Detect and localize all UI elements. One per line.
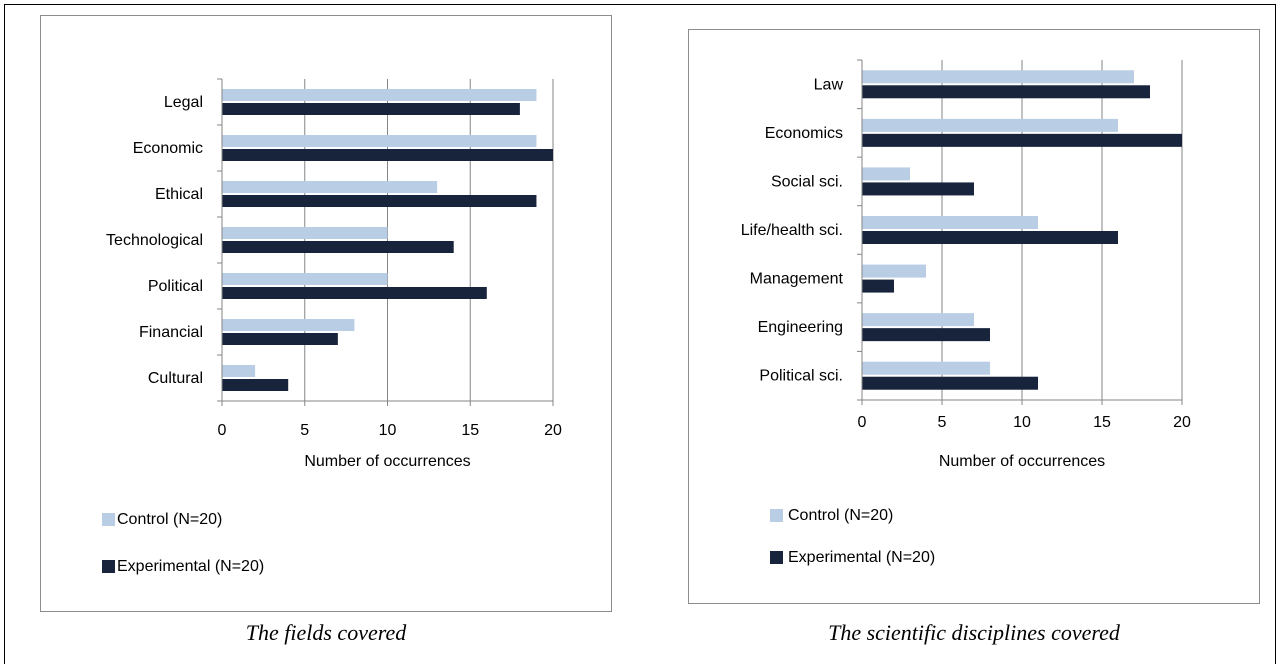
bar-control-2 [222, 181, 438, 193]
caption-left: The fields covered [245, 620, 407, 645]
bar-control-1 [222, 135, 537, 147]
x-tick-label-4: 20 [1173, 414, 1191, 431]
x-tick-label-3: 15 [1093, 414, 1111, 431]
legend-label-experimental: Experimental (N=20) [117, 558, 264, 575]
category-label-3: Life/health sci. [741, 222, 843, 239]
bar-experimental-5 [862, 328, 990, 342]
bar-control-4 [862, 264, 926, 278]
bar-control-4 [222, 273, 388, 285]
bar-experimental-3 [222, 241, 454, 253]
legend-swatch-experimental [102, 560, 115, 573]
category-label-1: Economic [133, 140, 203, 157]
x-tick-label-4: 20 [544, 422, 562, 439]
x-tick-label-2: 10 [379, 422, 397, 439]
bar-experimental-6 [862, 376, 1038, 390]
x-tick-label-0: 0 [858, 414, 867, 431]
outer-frame [4, 4, 1276, 664]
category-label-2: Ethical [155, 186, 203, 203]
bar-control-5 [222, 319, 355, 331]
legend-swatch-control [770, 509, 783, 522]
category-label-0: Law [814, 76, 844, 93]
bar-control-3 [862, 216, 1038, 229]
x-tick-label-0: 0 [218, 422, 227, 439]
x-tick-label-1: 5 [938, 414, 947, 431]
caption-right: The scientific disciplines covered [828, 620, 1120, 645]
bar-experimental-6 [222, 379, 289, 391]
category-label-6: Political sci. [759, 368, 843, 385]
bar-experimental-1 [862, 133, 1182, 147]
x-tick-label-1: 5 [300, 422, 309, 439]
bar-control-3 [222, 227, 388, 239]
category-label-5: Financial [139, 324, 203, 341]
bar-control-0 [222, 89, 537, 101]
x-tick-label-2: 10 [1013, 414, 1031, 431]
disciplines-chart: Law Economics Social sci. Life/health sci. M… [741, 59, 1191, 566]
bar-experimental-2 [222, 195, 537, 207]
bar-control-1 [862, 118, 1118, 132]
category-label-5: Engineering [758, 319, 843, 336]
x-axis-label: Number of occurrences [304, 453, 470, 470]
legend-swatch-control [102, 513, 115, 526]
category-label-4: Political [148, 278, 203, 295]
bar-experimental-5 [222, 333, 338, 345]
category-label-3: Technological [106, 232, 203, 249]
bar-control-6 [222, 365, 256, 377]
legend-label-control: Control (N=20) [117, 511, 222, 528]
bar-control-0 [862, 70, 1134, 84]
x-axis-label: Number of occurrences [939, 453, 1105, 470]
bar-experimental-3 [862, 231, 1118, 244]
x-tick-label-3: 15 [461, 422, 479, 439]
bar-control-6 [862, 361, 990, 375]
bar-experimental-1 [222, 149, 553, 161]
category-label-4: Management [750, 271, 844, 288]
bar-experimental-2 [862, 182, 974, 196]
category-label-6: Cultural [148, 370, 203, 387]
bar-experimental-0 [862, 85, 1150, 99]
bar-experimental-4 [222, 287, 487, 299]
bar-experimental-4 [862, 279, 894, 293]
category-label-1: Economics [765, 125, 843, 142]
legend-label-control: Control (N=20) [788, 507, 893, 524]
legend-label-experimental: Experimental (N=20) [788, 549, 935, 566]
category-label-0: Legal [164, 94, 203, 111]
legend-swatch-experimental [770, 551, 783, 564]
bar-control-5 [862, 313, 974, 327]
bar-control-2 [862, 167, 910, 181]
fields-chart: Legal Economic Ethical Technological Politic… [102, 78, 562, 575]
category-label-2: Social sci. [771, 173, 843, 190]
bar-experimental-0 [222, 103, 520, 115]
